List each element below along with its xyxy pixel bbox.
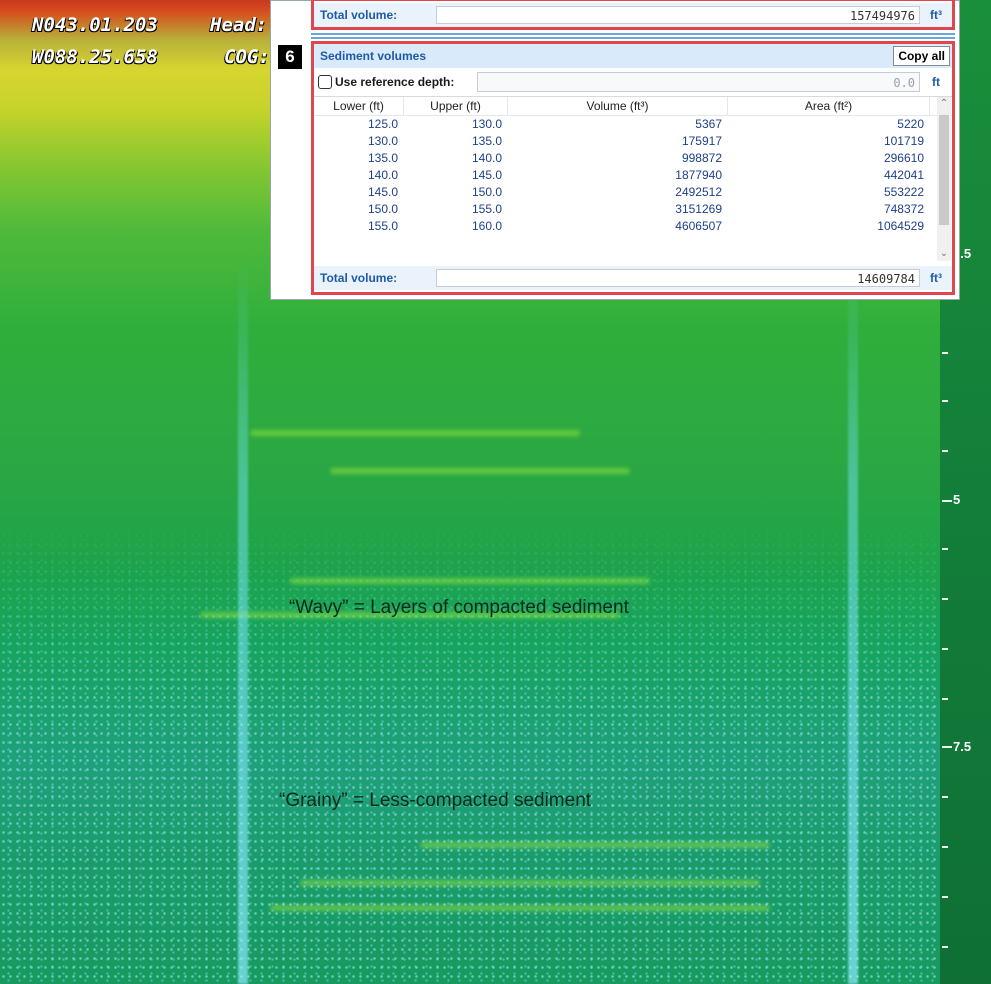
scale-tick [942,548,948,550]
table-cell: 442041 [883,168,924,182]
table-cell: 145.0 [367,185,398,199]
table-cell: 5367 [695,117,722,131]
cog-label: COG: [224,46,270,68]
table-cell: 160.0 [471,219,502,233]
sediment-table: Lower (ft) Upper (ft) Volume (ft³) Area … [314,96,952,261]
sediment-volumes-box: Sediment volumes Copy all Use reference … [311,41,955,295]
total-volume-label: Total volume: [320,8,398,22]
table-cell: 140.0 [471,151,502,165]
table-row[interactable]: 150.0 155.0 3151269 748372 [314,201,952,218]
table-cell: 145.0 [471,168,502,182]
table-row[interactable]: 155.0 160.0 4606507 1064529 [314,218,952,235]
sediment-total-field[interactable]: 14609784 [436,269,920,287]
table-body: 125.0 130.0 5367 5220 130.0 135.0 175917 101719… [314,116,952,235]
table-cell: 135.0 [471,134,502,148]
table-cell: 140.0 [367,168,398,182]
table-cell: 998872 [681,151,722,165]
wavy-annotation: “Wavy” = Layers of compacted sediment [289,597,629,618]
scale-tick [942,352,948,354]
volume-panel: Total volume: 157494976 ft³ Sediment vol… [270,0,960,300]
sediment-title: Sediment volumes [320,49,427,63]
table-cell: 1064529 [877,219,924,233]
latitude-readout: N043.01.203 [32,14,158,36]
column-header-lower[interactable]: Lower (ft) [314,97,404,115]
table-cell: 748372 [883,202,924,216]
table-cell: 4606507 [675,219,722,233]
longitude-readout: W088.25.658 [32,46,158,68]
table-cell: 553222 [883,185,924,199]
table-cell: 150.0 [471,185,502,199]
divider [311,37,955,39]
total-volume-row: Total volume: 157494976 ft³ [314,3,952,27]
total-volume-field[interactable]: 157494976 [436,6,920,24]
table-row[interactable]: 130.0 135.0 175917 101719 [314,133,952,150]
reference-depth-unit: ft [932,75,940,89]
scale-tick [942,796,948,798]
scroll-up-icon[interactable]: ⌃ [939,98,949,109]
grainy-annotation: “Grainy” = Less-compacted sediment [279,790,592,811]
scale-tick [942,500,952,502]
table-cell: 150.0 [367,202,398,216]
scale-tick [942,648,948,650]
table-cell: 5220 [897,117,924,131]
scale-label: 5 [953,492,961,507]
scroll-thumb[interactable] [939,115,949,225]
reference-depth-checkbox[interactable] [318,75,332,89]
table-cell: 155.0 [471,202,502,216]
column-header-area[interactable]: Area (ft²) [728,97,930,115]
column-header-volume[interactable]: Volume (ft³) [508,97,728,115]
table-row[interactable]: 140.0 145.0 1877940 442041 [314,167,952,184]
reference-depth-label: Use reference depth: [335,75,455,89]
scale-tick [942,746,952,748]
table-cell: 2492512 [675,185,722,199]
table-cell: 101719 [883,134,924,148]
heading-label: Head: [210,14,268,36]
table-row[interactable]: 125.0 130.0 5367 5220 [314,116,952,133]
reference-depth-input[interactable]: 0.0 [477,72,920,92]
sediment-header: Sediment volumes Copy all [314,44,952,68]
scale-tick [942,400,948,402]
table-cell: 1877940 [675,168,722,182]
scale-tick [942,896,948,898]
table-cell: 125.0 [367,117,398,131]
scale-tick [942,946,948,948]
step-badge: 6 [278,45,302,69]
sediment-total-unit: ft³ [930,271,942,285]
table-cell: 296610 [883,151,924,165]
table-cell: 130.0 [471,117,502,131]
column-header-upper[interactable]: Upper (ft) [404,97,508,115]
sediment-total-row: Total volume: 14609784 ft³ [314,266,952,290]
scroll-down-icon[interactable]: ⌄ [939,248,949,259]
scale-tick [942,846,948,848]
scale-tick [942,450,948,452]
table-cell: 135.0 [367,151,398,165]
reference-depth-row: Use reference depth: 0.0 ft [314,71,952,93]
table-cell: 3151269 [675,202,722,216]
scale-tick [942,698,948,700]
table-row[interactable]: 135.0 140.0 998872 296610 [314,150,952,167]
table-header: Lower (ft) Upper (ft) Volume (ft³) Area … [314,97,952,116]
sediment-total-label: Total volume: [320,271,398,285]
scale-label: 7.5 [953,739,972,754]
divider [311,33,955,35]
table-cell: 130.0 [367,134,398,148]
total-volume-box: Total volume: 157494976 ft³ [311,0,955,30]
table-cell: 175917 [681,134,722,148]
total-volume-unit: ft³ [930,8,942,22]
copy-all-button[interactable]: Copy all [893,46,950,66]
table-cell: 155.0 [367,219,398,233]
table-scrollbar[interactable]: ⌃ ⌄ [937,97,951,261]
table-row[interactable]: 145.0 150.0 2492512 553222 [314,184,952,201]
scale-tick [942,598,948,600]
